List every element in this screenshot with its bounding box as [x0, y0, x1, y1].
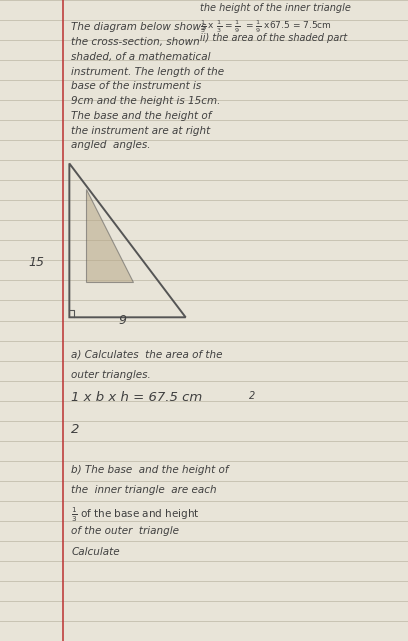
Text: the height of the inner triangle: the height of the inner triangle — [200, 3, 351, 13]
Text: $\frac{1}{3}$ of the base and height: $\frac{1}{3}$ of the base and height — [71, 506, 200, 524]
Text: the  inner triangle  are each: the inner triangle are each — [71, 485, 217, 495]
Text: 9: 9 — [118, 314, 126, 327]
Text: a) Calculates  the area of the: a) Calculates the area of the — [71, 349, 223, 360]
Text: The diagram below shows: The diagram below shows — [71, 22, 207, 33]
Text: 9cm and the height is 15cm.: 9cm and the height is 15cm. — [71, 96, 221, 106]
Text: 1 x b x h = 67.5 cm: 1 x b x h = 67.5 cm — [71, 391, 203, 404]
Text: The base and the height of: The base and the height of — [71, 111, 212, 121]
Text: ii) the area of the shaded part: ii) the area of the shaded part — [200, 33, 347, 44]
Text: the instrument are at right: the instrument are at right — [71, 126, 211, 136]
Text: angled  angles.: angled angles. — [71, 140, 151, 151]
Text: 15: 15 — [29, 256, 45, 269]
Text: 2: 2 — [249, 391, 255, 401]
Text: shaded, of a mathematical: shaded, of a mathematical — [71, 52, 211, 62]
Text: 2: 2 — [71, 423, 80, 436]
Text: Calculate: Calculate — [71, 547, 120, 557]
Text: b) The base  and the height of: b) The base and the height of — [71, 465, 229, 475]
Text: instrument. The length of the: instrument. The length of the — [71, 67, 224, 77]
Text: outer triangles.: outer triangles. — [71, 370, 151, 380]
Text: base of the instrument is: base of the instrument is — [71, 81, 202, 92]
Text: $\frac{1}{3}$ x $\frac{1}{3}$ = $\frac{1}{9}$  = $\frac{1}{9}$ x67.5 = 7.5cm: $\frac{1}{3}$ x $\frac{1}{3}$ = $\frac{1… — [200, 18, 332, 35]
Text: of the outer  triangle: of the outer triangle — [71, 526, 180, 537]
Polygon shape — [86, 189, 133, 282]
Text: the cross-section, shown: the cross-section, shown — [71, 37, 200, 47]
